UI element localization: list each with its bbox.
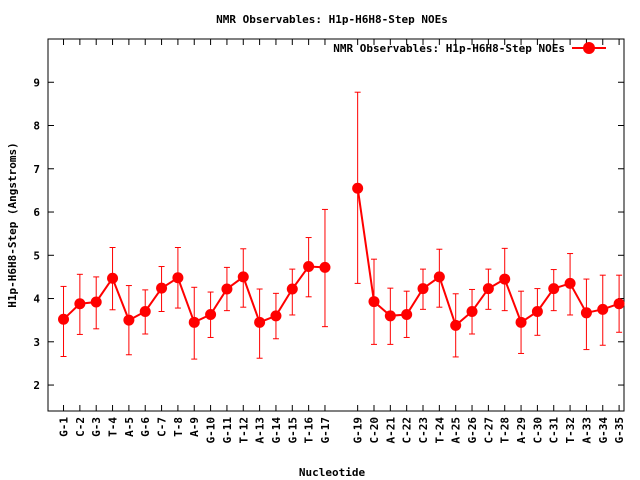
x-tick-label: T-16	[303, 417, 316, 444]
data-point	[270, 310, 282, 322]
data-point	[74, 298, 86, 310]
errorbar-layer	[60, 91, 623, 360]
data-point	[564, 277, 576, 289]
x-tick-label: G-3	[90, 417, 103, 437]
data-point	[254, 316, 266, 328]
x-tick-label: G-26	[466, 417, 479, 444]
data-point	[123, 314, 135, 326]
y-tick-label: 3	[33, 336, 40, 349]
data-point	[90, 296, 102, 308]
data-point	[548, 283, 560, 295]
x-tick-label: A-21	[384, 417, 397, 444]
y-tick-label: 2	[33, 379, 40, 392]
data-point	[450, 319, 462, 331]
chart-title: NMR Observables: H1p-H6H8-Step NOEs	[216, 13, 448, 26]
data-point	[58, 313, 70, 325]
data-point	[107, 272, 119, 284]
data-point	[401, 309, 413, 321]
x-tick-label: T-28	[499, 417, 512, 444]
plot-frame	[47, 38, 625, 412]
data-point	[286, 283, 298, 295]
x-tick-label: A-33	[580, 417, 593, 444]
data-point	[205, 309, 217, 321]
data-point	[237, 271, 249, 283]
x-tick-label: G-14	[270, 417, 283, 444]
data-point	[499, 273, 511, 285]
data-point	[172, 272, 184, 284]
y-tick-label: 4	[33, 293, 40, 306]
data-point	[417, 283, 429, 295]
data-point	[188, 316, 200, 328]
y-axis-label: H1p-H6H8-Step (Angstroms)	[6, 142, 19, 308]
x-tick-label: G-1	[58, 417, 71, 437]
x-tick-label: T-4	[107, 417, 120, 437]
data-point	[433, 271, 445, 283]
x-tick-label: T-32	[564, 417, 577, 444]
x-tick-label: C-30	[531, 417, 544, 444]
data-point	[613, 298, 625, 310]
x-tick-label: C-20	[368, 417, 381, 444]
data-point	[319, 261, 331, 273]
x-tick-label: C-22	[401, 417, 414, 444]
x-tick-label: T-24	[433, 417, 446, 444]
x-tick-label: T-8	[172, 417, 185, 437]
x-tick-label: G-17	[319, 417, 332, 444]
y-tick-label: 7	[33, 163, 40, 176]
x-tick-label: C-23	[417, 417, 430, 444]
data-point	[384, 310, 396, 322]
data-point	[466, 306, 478, 318]
x-tick-label: C-27	[482, 417, 495, 444]
data-point	[531, 306, 543, 318]
x-tick-label: A-29	[515, 417, 528, 444]
data-point	[352, 182, 364, 194]
line-layer	[62, 188, 620, 328]
x-tick-label: C-2	[74, 417, 87, 437]
x-tick-label: G-19	[352, 417, 365, 444]
x-tick-label: A-25	[450, 417, 463, 444]
x-tick-label: C-7	[156, 417, 169, 437]
x-tick-label: G-10	[205, 417, 218, 444]
data-point	[303, 261, 315, 273]
point-layer	[58, 182, 625, 331]
x-tick-label: C-31	[548, 417, 561, 444]
x-tick-label: G-11	[221, 417, 234, 444]
x-tick-label: G-34	[597, 417, 610, 444]
x-tick-label: A-9	[188, 417, 201, 437]
x-tick-label: G-6	[139, 417, 152, 437]
data-point	[515, 316, 527, 328]
data-point	[597, 303, 609, 315]
y-tick-label: 6	[33, 206, 40, 219]
data-point	[221, 283, 233, 295]
data-point	[156, 282, 168, 294]
data-point	[368, 296, 380, 308]
x-tick-label: A-5	[123, 417, 136, 437]
legend: NMR Observables: H1p-H6H8-Step NOEs	[333, 42, 606, 55]
x-axis-label: Nucleotide	[299, 466, 366, 479]
x-tick-label: G-15	[286, 417, 299, 444]
data-point	[482, 283, 494, 295]
x-tick-label: T-12	[237, 417, 250, 444]
x-tick-label: G-35	[613, 417, 626, 444]
data-point	[580, 307, 592, 319]
y-tick-label: 9	[33, 76, 40, 89]
legend-marker	[583, 42, 595, 54]
x-tick-label: A-13	[254, 417, 267, 444]
y-tick-label: 5	[33, 249, 40, 262]
y-tick-label: 8	[33, 120, 40, 133]
data-point	[139, 306, 151, 318]
legend-label: NMR Observables: H1p-H6H8-Step NOEs	[333, 42, 565, 55]
